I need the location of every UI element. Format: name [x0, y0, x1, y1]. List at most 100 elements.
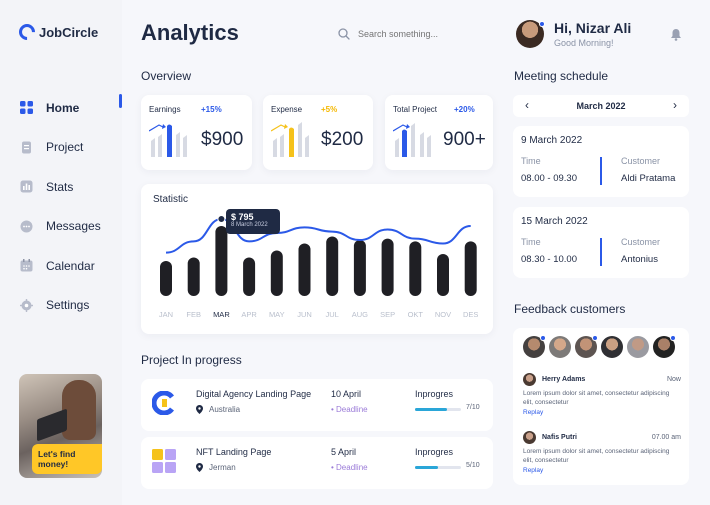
chart-x-tick: MAY: [269, 310, 285, 319]
chart-bar-nov[interactable]: [437, 254, 449, 296]
chart-bar-aug[interactable]: [353, 240, 366, 296]
user-greeting-subtitle: Good Morning!: [554, 38, 614, 48]
chart-x-tick: DES: [463, 310, 478, 319]
avatar[interactable]: [575, 335, 598, 358]
project-deadline: • Deadline: [331, 405, 368, 414]
progress-fill: [415, 408, 448, 411]
chart-bar-feb[interactable]: [187, 257, 200, 297]
meeting-divider: [600, 238, 602, 266]
expense-trend-icon: [271, 122, 309, 157]
project-logo-icon: [152, 449, 176, 473]
chart-bar-jul[interactable]: [326, 236, 339, 297]
overview-title: Overview: [141, 69, 192, 83]
user-greeting-name: Hi, Nizar Ali: [554, 20, 632, 36]
feedback-card: Herry Adams Now Lorem ipsum dolor sit am…: [513, 328, 689, 485]
chart-bar-apr[interactable]: [243, 257, 256, 297]
meeting-date: 9 March 2022: [521, 135, 583, 146]
expense-card[interactable]: Expense +5% $200: [263, 95, 373, 170]
chart-bar-des[interactable]: [464, 241, 477, 296]
avatar[interactable]: [627, 336, 649, 358]
app-logo[interactable]: JobCircle: [15, 20, 98, 44]
meeting-card[interactable]: 15 March 2022 Time 08.30 - 10.00 Custome…: [513, 207, 689, 278]
next-month-button[interactable]: ›: [673, 98, 677, 112]
stat-value: 900+: [443, 129, 486, 150]
stat-change: +15%: [201, 105, 222, 114]
stat-label: Total Project: [393, 105, 438, 114]
project-deadline: • Deadline: [331, 463, 368, 472]
search-input[interactable]: [358, 29, 488, 39]
chart-x-tick: AUG: [352, 310, 368, 319]
project-location-text: Australia: [209, 405, 241, 414]
reply-link[interactable]: Replay: [523, 409, 544, 416]
chart-x-tick: NOV: [435, 310, 451, 319]
avatar[interactable]: [653, 335, 676, 358]
chart-bar-okt[interactable]: [409, 241, 422, 296]
earnings-card[interactable]: Earnings +15% $900: [141, 95, 252, 170]
meeting-card[interactable]: 9 March 2022 Time 08.00 - 09.30 Customer…: [513, 126, 689, 197]
sidebar-item-messages[interactable]: Messages: [20, 207, 122, 247]
sidebar: JobCircle Home Project Stats Messages Ca…: [0, 0, 122, 505]
sidebar-item-label: Calendar: [46, 258, 95, 273]
meeting-date: 15 March 2022: [521, 216, 588, 227]
chart-x-tick: JUN: [297, 310, 312, 319]
sidebar-item-settings[interactable]: Settings: [20, 286, 122, 326]
project-row[interactable]: NFT Landing Page Jerman 5 April • Deadli…: [141, 437, 493, 489]
location-pin-icon: [196, 463, 203, 472]
notification-button[interactable]: [662, 22, 690, 46]
meeting-time: 08.30 - 10.00: [521, 254, 577, 265]
meeting-time: 08.00 - 09.30: [521, 173, 577, 184]
chart-x-tick: JAN: [159, 310, 173, 319]
sidebar-item-home[interactable]: Home: [20, 88, 122, 128]
page-title: Analytics: [141, 20, 239, 45]
stat-value: $200: [321, 129, 364, 150]
progress-bar: [415, 466, 461, 469]
meetings-title: Meeting schedule: [514, 69, 609, 83]
sidebar-item-calendar[interactable]: Calendar: [20, 246, 122, 286]
feedback-text: Lorem ipsum dolor sit amet, consectetur …: [523, 448, 670, 464]
reply-link[interactable]: Replay: [523, 467, 544, 474]
progress-text: 7/10: [466, 404, 480, 411]
chart-x-tick: FEB: [186, 310, 201, 319]
earnings-trend-icon: [149, 124, 187, 157]
customer-label: Customer: [621, 156, 661, 166]
search-icon: [338, 28, 350, 40]
project-name: NFT Landing Page: [196, 447, 272, 457]
chart-selected-point[interactable]: [217, 215, 226, 223]
search-bar[interactable]: [330, 22, 495, 46]
promo-card[interactable]: Let's find money!: [19, 374, 102, 478]
prev-month-button[interactable]: ‹: [525, 98, 529, 112]
project-date: 10 April: [331, 389, 362, 399]
logo-icon: [15, 20, 39, 44]
chart-bar-mar[interactable]: [215, 226, 228, 296]
chart-bar-jun[interactable]: [298, 243, 311, 297]
chart-bar-may[interactable]: [270, 250, 283, 297]
sidebar-nav: Home Project Stats Messages Calendar Set…: [20, 88, 122, 325]
location-pin-icon: [196, 405, 203, 414]
bell-icon: [671, 28, 681, 41]
online-status-dot: [539, 21, 545, 27]
progress-bar: [415, 408, 461, 411]
progress-fill: [415, 466, 438, 469]
total-project-card[interactable]: Total Project +20% 900+: [385, 95, 493, 170]
project-status: Inprogres: [415, 389, 454, 399]
project-location-text: Jerman: [209, 463, 236, 472]
feedback-author: Nafis Putri: [542, 433, 578, 441]
project-row[interactable]: Digital Agency Landing Page Australia 10…: [141, 379, 493, 431]
avatar[interactable]: [523, 335, 546, 358]
time-label: Time: [521, 156, 541, 166]
chart-tooltip: $ 795 8 March 2022: [226, 209, 280, 234]
avatar[interactable]: [601, 336, 623, 358]
stat-value: $900: [201, 129, 244, 150]
chart-bar-jan[interactable]: [160, 261, 172, 296]
promo-label[interactable]: Let's find money!: [32, 444, 102, 474]
project-location: Jerman: [196, 463, 236, 472]
avatar[interactable]: [549, 336, 571, 358]
statistic-card: Statistic JAN FEB MAR APR MAY JUN JUL AUG SEP OKT…: [141, 184, 493, 334]
calendar-icon: [20, 259, 33, 272]
stat-change: +5%: [321, 105, 338, 114]
sidebar-item-stats[interactable]: Stats: [20, 167, 122, 207]
sidebar-item-project[interactable]: Project: [20, 128, 122, 168]
promo-person-image: [62, 380, 96, 440]
chart-bar-sep[interactable]: [381, 238, 394, 296]
stat-change: +20%: [454, 105, 475, 114]
